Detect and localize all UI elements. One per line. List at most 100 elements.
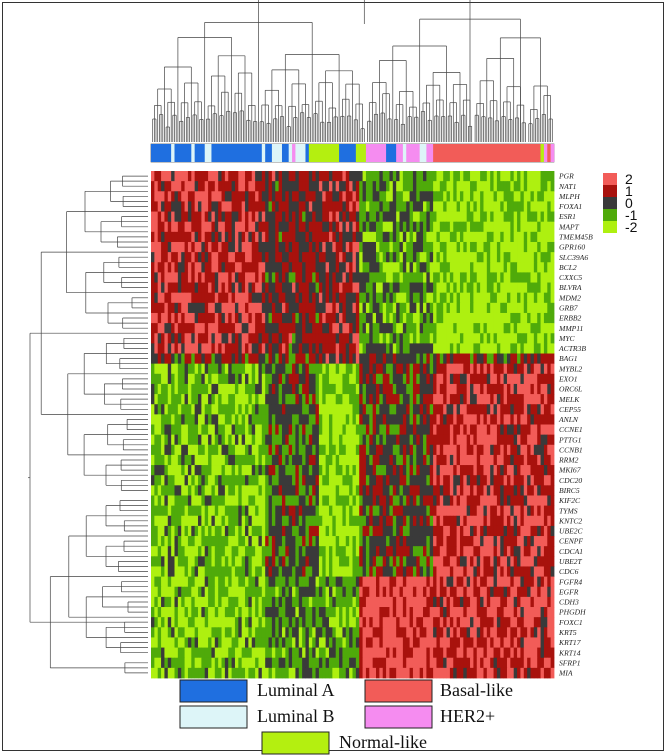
heatmap-cell <box>167 312 172 324</box>
heatmap-cell <box>171 302 175 314</box>
heatmap-cell <box>510 231 515 243</box>
heatmap-cell <box>540 404 545 415</box>
heatmap-cell <box>530 444 535 456</box>
heatmap-cell <box>298 394 303 405</box>
heatmap-cell <box>449 536 454 547</box>
heatmap-cell <box>496 363 501 375</box>
heatmap-cell <box>268 434 273 446</box>
heatmap-cell <box>221 191 226 202</box>
heatmap-cell <box>218 231 222 243</box>
heatmap-cell <box>352 414 357 425</box>
heatmap-cell <box>490 515 494 527</box>
heatmap-cell <box>486 272 491 283</box>
heatmap-cell <box>540 525 545 537</box>
heatmap-cell <box>399 394 404 405</box>
heatmap-cell <box>305 282 310 294</box>
heatmap-cell <box>278 475 283 486</box>
heatmap-cell <box>456 383 461 395</box>
heatmap-cell <box>261 444 266 456</box>
heatmap-cell <box>322 434 327 446</box>
heatmap-cell <box>335 323 340 334</box>
heatmap-cell <box>315 465 320 476</box>
heatmap-cell <box>369 424 374 436</box>
heatmap-cell <box>376 333 380 344</box>
heatmap-cell <box>255 292 259 304</box>
heatmap-cell <box>208 525 212 537</box>
heatmap-cell <box>459 181 464 192</box>
heatmap-cell <box>278 495 283 507</box>
heatmap-cell <box>258 201 263 212</box>
heatmap-cell <box>399 171 404 182</box>
heatmap-cell <box>218 181 222 192</box>
heatmap-cell <box>369 323 374 334</box>
heatmap-cell <box>453 414 458 425</box>
heatmap-cell <box>208 241 212 253</box>
heatmap-cell <box>271 383 276 395</box>
heatmap-cell <box>177 292 182 304</box>
heatmap-cell <box>318 536 323 547</box>
heatmap-cell <box>419 465 424 476</box>
heatmap-cell <box>302 373 306 385</box>
heatmap-cell <box>510 505 515 517</box>
heatmap-cell <box>443 312 447 324</box>
heatmap-cell <box>540 171 545 182</box>
heatmap-cell <box>473 363 478 375</box>
heatmap-cell <box>369 525 374 537</box>
heatmap-cell <box>171 191 175 202</box>
heatmap-cell <box>530 211 535 223</box>
heatmap-cell <box>463 485 468 496</box>
heatmap-cell <box>540 241 545 253</box>
heatmap-cell <box>231 262 236 273</box>
heatmap-cell <box>352 221 357 233</box>
heatmap-cell <box>261 323 266 334</box>
heatmap-cell <box>261 231 266 243</box>
heatmap-cell <box>392 231 397 243</box>
heatmap-cell <box>184 171 189 182</box>
heatmap-cell <box>198 394 202 405</box>
heatmap-cell <box>466 475 471 486</box>
heatmap-cell <box>486 323 491 334</box>
heatmap-cell <box>362 465 367 476</box>
heatmap-cell <box>423 252 427 263</box>
heatmap-cell <box>342 282 347 294</box>
heatmap-cell <box>255 363 259 375</box>
heatmap-cell <box>443 201 447 212</box>
heatmap-cell <box>480 181 484 192</box>
heatmap-cell <box>365 323 370 334</box>
heatmap-cell <box>295 444 300 456</box>
heatmap-cell <box>335 444 340 456</box>
heatmap-cell <box>241 434 246 446</box>
heatmap-cell <box>402 515 407 527</box>
heatmap-cell <box>295 241 300 253</box>
heatmap-cell <box>214 262 219 273</box>
heatmap-cell <box>446 241 451 253</box>
heatmap-cell <box>500 383 505 395</box>
heatmap-cell <box>550 241 555 253</box>
heatmap-cell <box>517 505 521 517</box>
heatmap-cell <box>198 465 202 476</box>
heatmap-cell <box>503 536 508 547</box>
heatmap-cell <box>480 536 484 547</box>
heatmap-cell <box>278 394 283 405</box>
heatmap-cell <box>483 465 488 476</box>
heatmap-cell <box>198 323 202 334</box>
heatmap-cell <box>265 444 269 456</box>
heatmap-cell <box>258 414 263 425</box>
heatmap-cell <box>335 252 340 263</box>
heatmap-cell <box>228 495 232 507</box>
heatmap-cell <box>463 201 468 212</box>
heatmap-cell <box>261 475 266 486</box>
heatmap-cell <box>315 475 320 486</box>
heatmap-cell <box>281 424 286 436</box>
heatmap-cell <box>473 424 478 436</box>
heatmap-cell <box>241 302 246 314</box>
heatmap-cell <box>177 434 182 446</box>
heatmap-cell <box>261 495 266 507</box>
heatmap-cell <box>359 292 363 304</box>
heatmap-cell <box>151 546 155 557</box>
heatmap-cell <box>184 221 189 233</box>
heatmap-cell <box>154 515 159 527</box>
heatmap-cell <box>265 465 269 476</box>
heatmap-cell <box>392 515 397 527</box>
heatmap-cell <box>382 191 387 202</box>
